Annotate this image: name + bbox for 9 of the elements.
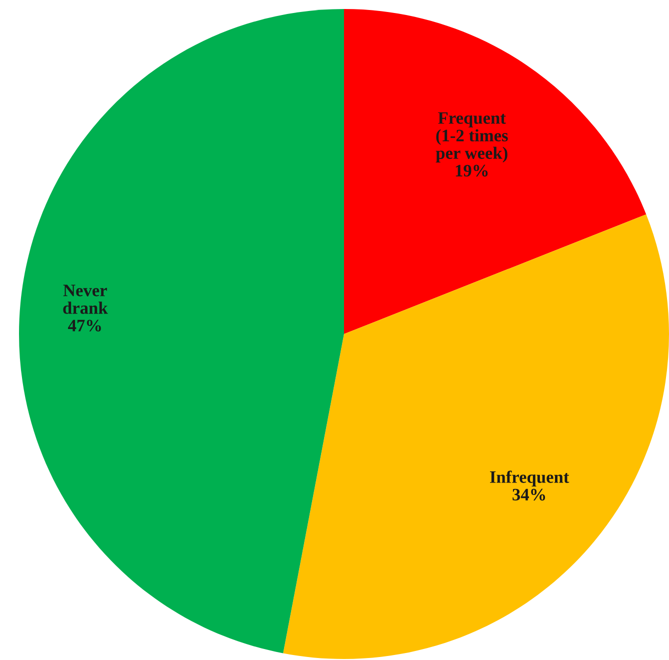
data-label: 34%: [512, 488, 546, 501]
pie-slice: [344, 9, 646, 334]
data-label: 19%: [456, 164, 488, 177]
slice-label: Infrequent: [490, 470, 570, 486]
slice-label: Frequent (1-2 times per week): [436, 112, 508, 162]
pie-slice: [283, 214, 669, 659]
data-label: 47%: [68, 320, 101, 332]
slice-label: Never drank: [63, 284, 108, 314]
pie-slice: [19, 9, 344, 654]
